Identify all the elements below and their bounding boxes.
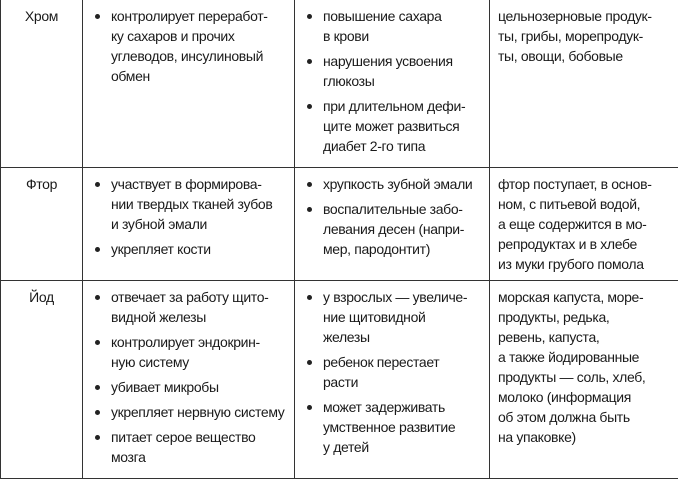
sources-cell: цельнозерновые продук-ты, грибы, морепро…	[490, 0, 678, 168]
text-line: ревень, капуста,	[498, 327, 670, 347]
element-name: Фтор	[26, 176, 57, 192]
text-line: ном, с питьевой водой,	[498, 194, 670, 214]
text-line: ние щитовидной	[323, 307, 481, 327]
text-line: видной железы	[111, 307, 286, 327]
element-name-cell: Фтор	[1, 168, 83, 281]
list-item: контролирует эндокрин-ную систему	[91, 332, 286, 372]
list-item: воспалительные забо-левания десен (напри…	[303, 199, 481, 259]
text-line: продукты, редька,	[498, 307, 670, 327]
text-line: обмен	[111, 66, 286, 86]
deficiency-cell: хрупкость зубной эмали воспалительные заб…	[295, 168, 490, 281]
text-line: ку сахаров и прочих	[111, 26, 286, 46]
text-line: углеводов, инсулиновый	[111, 46, 286, 66]
list-item: укрепляет кости	[91, 239, 286, 259]
text-line: левания десен (напри-	[323, 219, 481, 239]
text-line: хрупкость зубной эмали	[323, 174, 481, 194]
text-line: питает серое вещество	[111, 427, 286, 447]
text-line: цельнозерновые продук-	[498, 6, 670, 26]
text-line: может задерживать	[323, 397, 481, 417]
table-row: Йод отвечает за работу щито-видной железы…	[1, 281, 678, 479]
sources-cell: морская капуста, море-продукты, редька,р…	[490, 281, 678, 479]
text-line: ците может развиться	[323, 116, 481, 136]
text-line: репродуктах и в хлебе	[498, 234, 670, 254]
text-line: участвует в формирова-	[111, 174, 286, 194]
text-line: а также йодированные	[498, 347, 670, 367]
text-line: и зубной эмали	[111, 214, 286, 234]
functions-cell: контролирует переработ-ку сахаров и проч…	[83, 0, 295, 168]
list-item: убивает микробы	[91, 377, 286, 397]
deficiency-list: хрупкость зубной эмали воспалительные заб…	[303, 174, 481, 259]
list-item: участвует в формирова-нии твердых тканей…	[91, 174, 286, 234]
text-line: повышение сахара	[323, 6, 481, 26]
text-line: укрепляет кости	[111, 239, 286, 259]
functions-list: отвечает за работу щито-видной железы кон…	[91, 287, 286, 467]
table-row: Хром контролирует переработ-ку сахаров и …	[1, 0, 678, 168]
text-line: глюкозы	[323, 71, 481, 91]
text-line: контролирует переработ-	[111, 6, 286, 26]
text-line: мозга	[111, 447, 286, 467]
text-line: ребенок перестает	[323, 352, 481, 372]
text-line: нии твердых тканей зубов	[111, 194, 286, 214]
text-line: из муки грубого помола	[498, 254, 670, 274]
text-line: на упаковке)	[498, 427, 670, 447]
text-line: диабет 2-го типа	[323, 136, 481, 156]
functions-cell: участвует в формирова-нии твердых тканей…	[83, 168, 295, 281]
text-line: ты, овощи, бобовые	[498, 46, 670, 66]
text-line: укрепляет нервную систему	[111, 402, 286, 422]
sources-cell: фтор поступает, в основ-ном, с питьевой …	[490, 168, 678, 281]
text-line: в крови	[323, 26, 481, 46]
text-line: фтор поступает, в основ-	[498, 174, 670, 194]
text-line: контролирует эндокрин-	[111, 332, 286, 352]
text-line: нарушения усвоения	[323, 51, 481, 71]
list-item: контролирует переработ-ку сахаров и проч…	[91, 6, 286, 86]
text-line: ты, грибы, морепродук-	[498, 26, 670, 46]
text-line: убивает микробы	[111, 377, 286, 397]
list-item: хрупкость зубной эмали	[303, 174, 481, 194]
text-line: а еще содержится в мо-	[498, 214, 670, 234]
text-line: у взрослых — увеличе-	[323, 287, 481, 307]
text-line: железы	[323, 327, 481, 347]
text-line: у детей	[323, 437, 481, 457]
text-line: при длительном дефи-	[323, 96, 481, 116]
text-line: отвечает за работу щито-	[111, 287, 286, 307]
list-item: отвечает за работу щито-видной железы	[91, 287, 286, 327]
text-line: молоко (информация	[498, 387, 670, 407]
element-name-cell: Йод	[1, 281, 83, 479]
text-line: воспалительные забо-	[323, 199, 481, 219]
text-line: умственное развитие	[323, 417, 481, 437]
functions-list: контролирует переработ-ку сахаров и проч…	[91, 6, 286, 86]
text-line: об этом должна быть	[498, 407, 670, 427]
element-name-cell: Хром	[1, 0, 83, 168]
text-line: мер, пародонтит)	[323, 239, 481, 259]
text-line: расти	[323, 372, 481, 392]
element-name: Йод	[29, 289, 54, 305]
text-line: продукты — соль, хлеб,	[498, 367, 670, 387]
list-item: при длительном дефи-ците может развиться…	[303, 96, 481, 156]
functions-list: участвует в формирова-нии твердых тканей…	[91, 174, 286, 259]
element-name: Хром	[25, 8, 58, 24]
functions-cell: отвечает за работу щито-видной железы кон…	[83, 281, 295, 479]
table-row: Фтор участвует в формирова-нии твердых тк…	[1, 168, 678, 281]
text-line: ную систему	[111, 352, 286, 372]
list-item: укрепляет нервную систему	[91, 402, 286, 422]
text-line: морская капуста, море-	[498, 287, 670, 307]
